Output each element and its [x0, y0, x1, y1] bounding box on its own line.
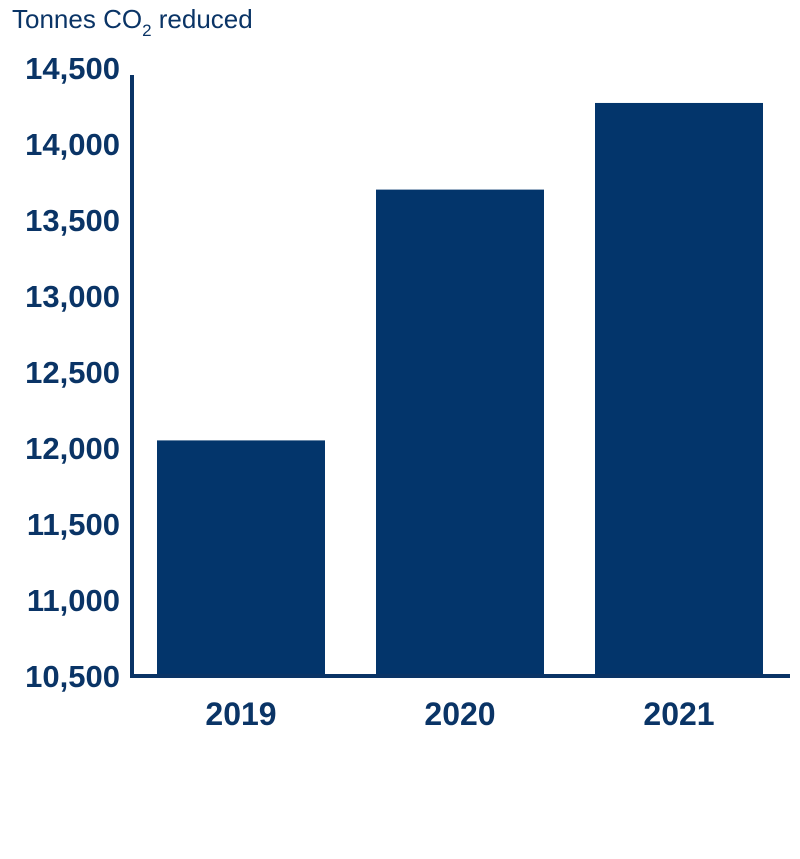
y-axis-label: Tonnes CO2 reduced	[12, 4, 253, 40]
y-axis-ticks: 10,500 11,000 11,500 12,000 12,500 13,000 13,5…	[25, 51, 120, 694]
bars	[157, 102, 763, 676]
y-tick-label: 14,500	[25, 51, 120, 86]
y-axis-label-subscript: 2	[142, 21, 151, 40]
y-axis-label-prefix: Tonnes CO	[12, 4, 142, 34]
y-tick-label: 12,000	[25, 431, 120, 466]
y-tick-label: 10,500	[25, 659, 120, 694]
x-tick-label: 2021	[643, 696, 714, 732]
y-axis-label-suffix: reduced	[152, 4, 253, 34]
bar-2021	[595, 102, 763, 676]
y-tick-label: 14,000	[25, 127, 120, 162]
y-tick-label: 13,500	[25, 203, 120, 238]
y-tick-label: 11,000	[27, 583, 120, 618]
y-tick-label: 12,500	[25, 355, 120, 390]
x-tick-label: 2020	[424, 696, 495, 732]
y-tick-label: 11,500	[27, 507, 120, 542]
bar-2019	[157, 440, 325, 676]
bar-2020	[376, 189, 544, 676]
y-tick-label: 13,000	[25, 279, 120, 314]
x-axis-labels: 2019 2020 2021	[205, 696, 714, 732]
x-tick-label: 2019	[205, 696, 276, 732]
